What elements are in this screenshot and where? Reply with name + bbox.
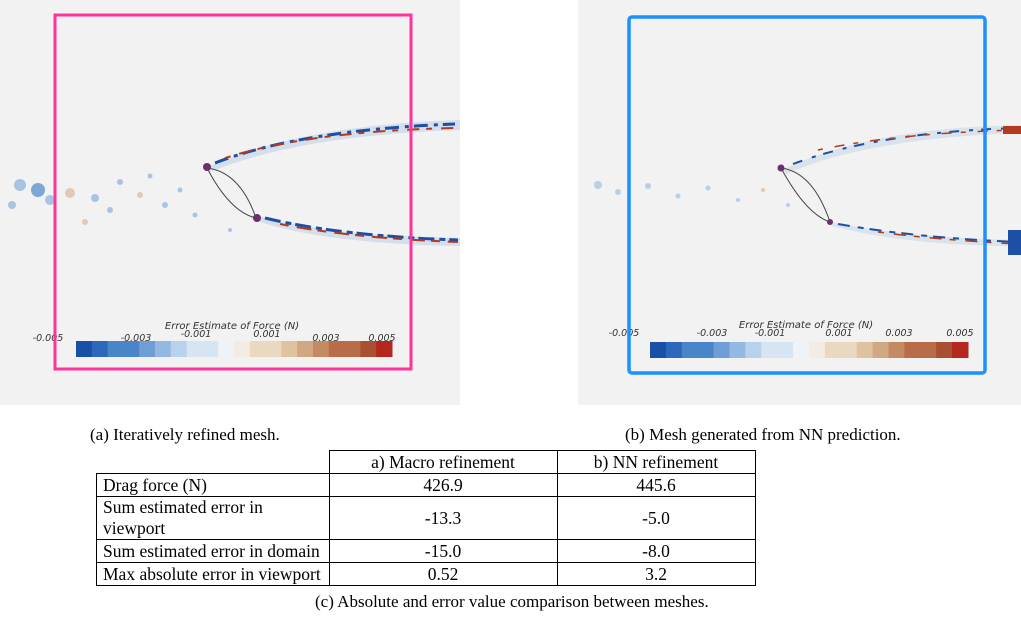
colorbar-swatch [313,341,330,357]
colorbar-tick: 0.001 [825,328,852,339]
cell-macro: -15.0 [328,539,558,563]
viewport-frame-b [627,15,987,375]
viewport-frame-a [53,13,413,371]
colorbar-title: Error Estimate of Force (N) [165,321,299,332]
colorbar-swatch [360,341,377,357]
table-row: Sum estimated error in viewport -13.3 -5… [96,496,756,540]
colorbar-swatch [249,341,267,357]
colorbar-b: Error Estimate of Force (N) -0.005 -0.00… [609,320,974,358]
colorbar-swatch [123,341,140,357]
colorbar-tick: -0.005 [33,333,64,344]
colorbar-tick: -0.003 [121,333,152,344]
table-row: Max absolute error in viewport 0.52 3.2 [96,562,756,586]
colorbar-tick: 0.001 [253,329,280,340]
colorbar-swatch [328,341,346,357]
colorbar-swatch [824,342,842,358]
table-header-row: a) Macro refinement b) NN refinement [97,450,756,474]
colorbar-swatch [186,341,203,357]
colorbar-swatch [234,341,251,357]
colorbar-swatch [170,341,188,357]
colorbar-tick: 0.005 [946,328,973,339]
colorbar-swatch [76,341,93,357]
colorbar-tick: -0.001 [755,328,786,339]
colorbar-swatch [681,342,699,358]
colorbar-swatch [713,342,730,358]
table-header-blank [97,451,330,474]
cell-nn: -8.0 [556,539,756,563]
colorbar-swatch [697,342,715,358]
table-header: b) NN refinement [556,450,756,474]
colorbar-swatch [888,342,905,358]
colorbar-swatch [650,342,667,358]
colorbar-swatch [872,342,889,358]
colorbar-swatch [376,341,393,357]
colorbar-swatch [139,341,156,357]
table-row: Sum estimated error in domain -15.0 -8.0 [96,539,756,563]
caption-a: (a) Iteratively refined mesh. [90,425,280,444]
table-header: a) Macro refinement [328,450,558,474]
colorbar-a: Error Estimate of Force (N) -0.005 -0.00… [33,321,396,357]
colorbar-swatch [218,341,235,357]
caption-c: (c) Absolute and error value comparison … [315,592,709,611]
wake-band-upper [205,120,460,172]
colorbar-swatch [729,342,746,358]
colorbar-swatch [344,341,361,357]
colorbar-swatch [202,341,219,357]
row-label: Max absolute error in viewport [96,562,330,586]
colorbar-swatch [904,342,921,358]
colorbar-swatch [297,341,314,357]
cell-nn: 445.6 [556,473,756,497]
error-field-plot-a: Error Estimate of Force (N) -0.005 -0.00… [0,0,460,405]
colorbar-title: Error Estimate of Force (N) [739,320,873,331]
cell-nn: -5.0 [556,496,756,540]
colorbar-swatch [281,341,298,357]
colorbar-swatch [952,342,969,358]
colorbar-tick: 0.003 [885,328,912,339]
comparison-table: a) Macro refinement b) NN refinement Dra… [96,450,756,586]
cell-macro: 0.52 [328,562,558,586]
row-label: Drag force (N) [96,473,330,497]
colorbar-tick: 0.005 [368,333,395,344]
colorbar-swatch [265,341,282,357]
caption-b: (b) Mesh generated from NN prediction. [625,425,901,444]
row-label: Sum estimated error in domain [96,539,330,563]
colorbar-swatch [920,342,937,358]
colorbar-swatch [665,342,683,358]
colorbar-swatch [809,342,826,358]
figure-panel-a: Error Estimate of Force (N) -0.005 -0.00… [0,0,460,405]
colorbar-tick: -0.003 [697,328,728,339]
row-label: Sum estimated error in viewport [96,496,330,540]
cell-nn: 3.2 [556,562,756,586]
colorbar-swatch [793,342,810,358]
cell-macro: -13.3 [328,496,558,540]
colorbar-swatch [936,342,953,358]
colorbar-tick: 0.003 [312,333,339,344]
colorbar-tick: -0.005 [609,328,640,339]
colorbar-swatch [777,342,794,358]
cell-macro: 426.9 [328,473,558,497]
colorbar-swatch [107,341,124,357]
colorbar-swatch [856,342,874,358]
colorbar-swatch [761,342,778,358]
colorbar-tick: -0.001 [181,329,212,340]
colorbar-swatch [91,341,109,357]
figure-panel-b: Error Estimate of Force (N) -0.005 -0.00… [578,0,1021,405]
colorbar-swatch [840,342,858,358]
colorbar-swatch [745,342,762,358]
table-row: Drag force (N) 426.9 445.6 [96,473,756,497]
colorbar-swatch [155,341,172,357]
error-field-plot-b: Error Estimate of Force (N) -0.005 -0.00… [578,0,1021,405]
